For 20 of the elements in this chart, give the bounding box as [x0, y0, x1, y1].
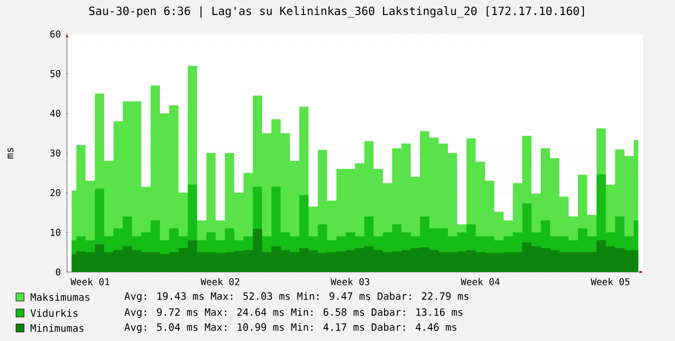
x-tick-label: Week 05 [590, 278, 630, 286]
y-tick-label: 10 [50, 228, 60, 236]
legend-label: Minimumas [30, 324, 84, 332]
text: Avg: 19.43 ms Max: 52.03 ms Min: 9.47 ms Dabar: 22.79 ms [124, 292, 468, 302]
legend-label: Maksimumas [30, 293, 90, 301]
y-tick-label: 40 [50, 110, 60, 117]
text: Avg: 9.72 ms Max: 24.64 ms Min: 6.58 ms Dabar: 13.16 ms [124, 308, 462, 318]
x-tick-label: Week 03 [330, 278, 370, 286]
x-tick-label: Week 04 [460, 278, 500, 286]
text: Avg: 5.04 ms Max: 10.99 ms Min: 4.17 ms Dabar: 4.46 ms [124, 323, 456, 333]
x-tick-label: Week 02 [200, 278, 240, 286]
y-tick-label: 30 [50, 149, 60, 157]
y-tick-label: 0 [56, 268, 60, 276]
legend-label: Vidurkis [30, 309, 78, 317]
x-tick-label: Week 01 [70, 278, 110, 286]
chart-title: Sau-30-pen 6:36 | Lag'as su Kelininkas_360 Lakstingalu_20 [172.17.10.160] [89, 6, 584, 18]
y-axis-title: ms [8, 148, 14, 158]
y-tick-label: 50 [50, 70, 60, 78]
y-tick-label: 60 [50, 30, 60, 38]
y-tick-label: 20 [50, 189, 60, 196]
